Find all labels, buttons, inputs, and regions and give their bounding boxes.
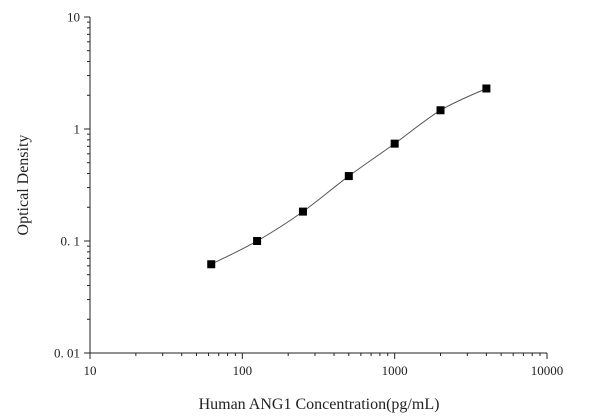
- data-point-marker: [298, 207, 307, 216]
- y-axis-label: Optical Density: [15, 135, 32, 236]
- data-point-marker: [436, 106, 445, 115]
- x-axis-label: Human ANG1 Concentration(pg/mL): [199, 396, 440, 413]
- x-tick-label: 1000: [382, 363, 408, 378]
- y-tick-label: 0. 1: [61, 234, 81, 249]
- data-point-marker: [390, 139, 399, 148]
- ticks: 10 100 1000 10000 0. 01 0. 1 1 10: [54, 10, 563, 379]
- x-tick-label: 100: [233, 363, 253, 378]
- data-point-marker: [344, 172, 353, 181]
- x-tick-label: 10: [84, 363, 97, 378]
- x-tick-label: 10000: [531, 363, 564, 378]
- data-point-marker: [482, 84, 491, 93]
- y-tick-label: 1: [74, 122, 81, 137]
- y-tick-label: 0. 01: [54, 346, 80, 361]
- data-point-marker: [253, 237, 262, 245]
- axes: [89, 17, 547, 354]
- data-point-marker: [207, 260, 216, 269]
- y-tick-label: 10: [67, 10, 80, 25]
- data-points: [207, 84, 491, 269]
